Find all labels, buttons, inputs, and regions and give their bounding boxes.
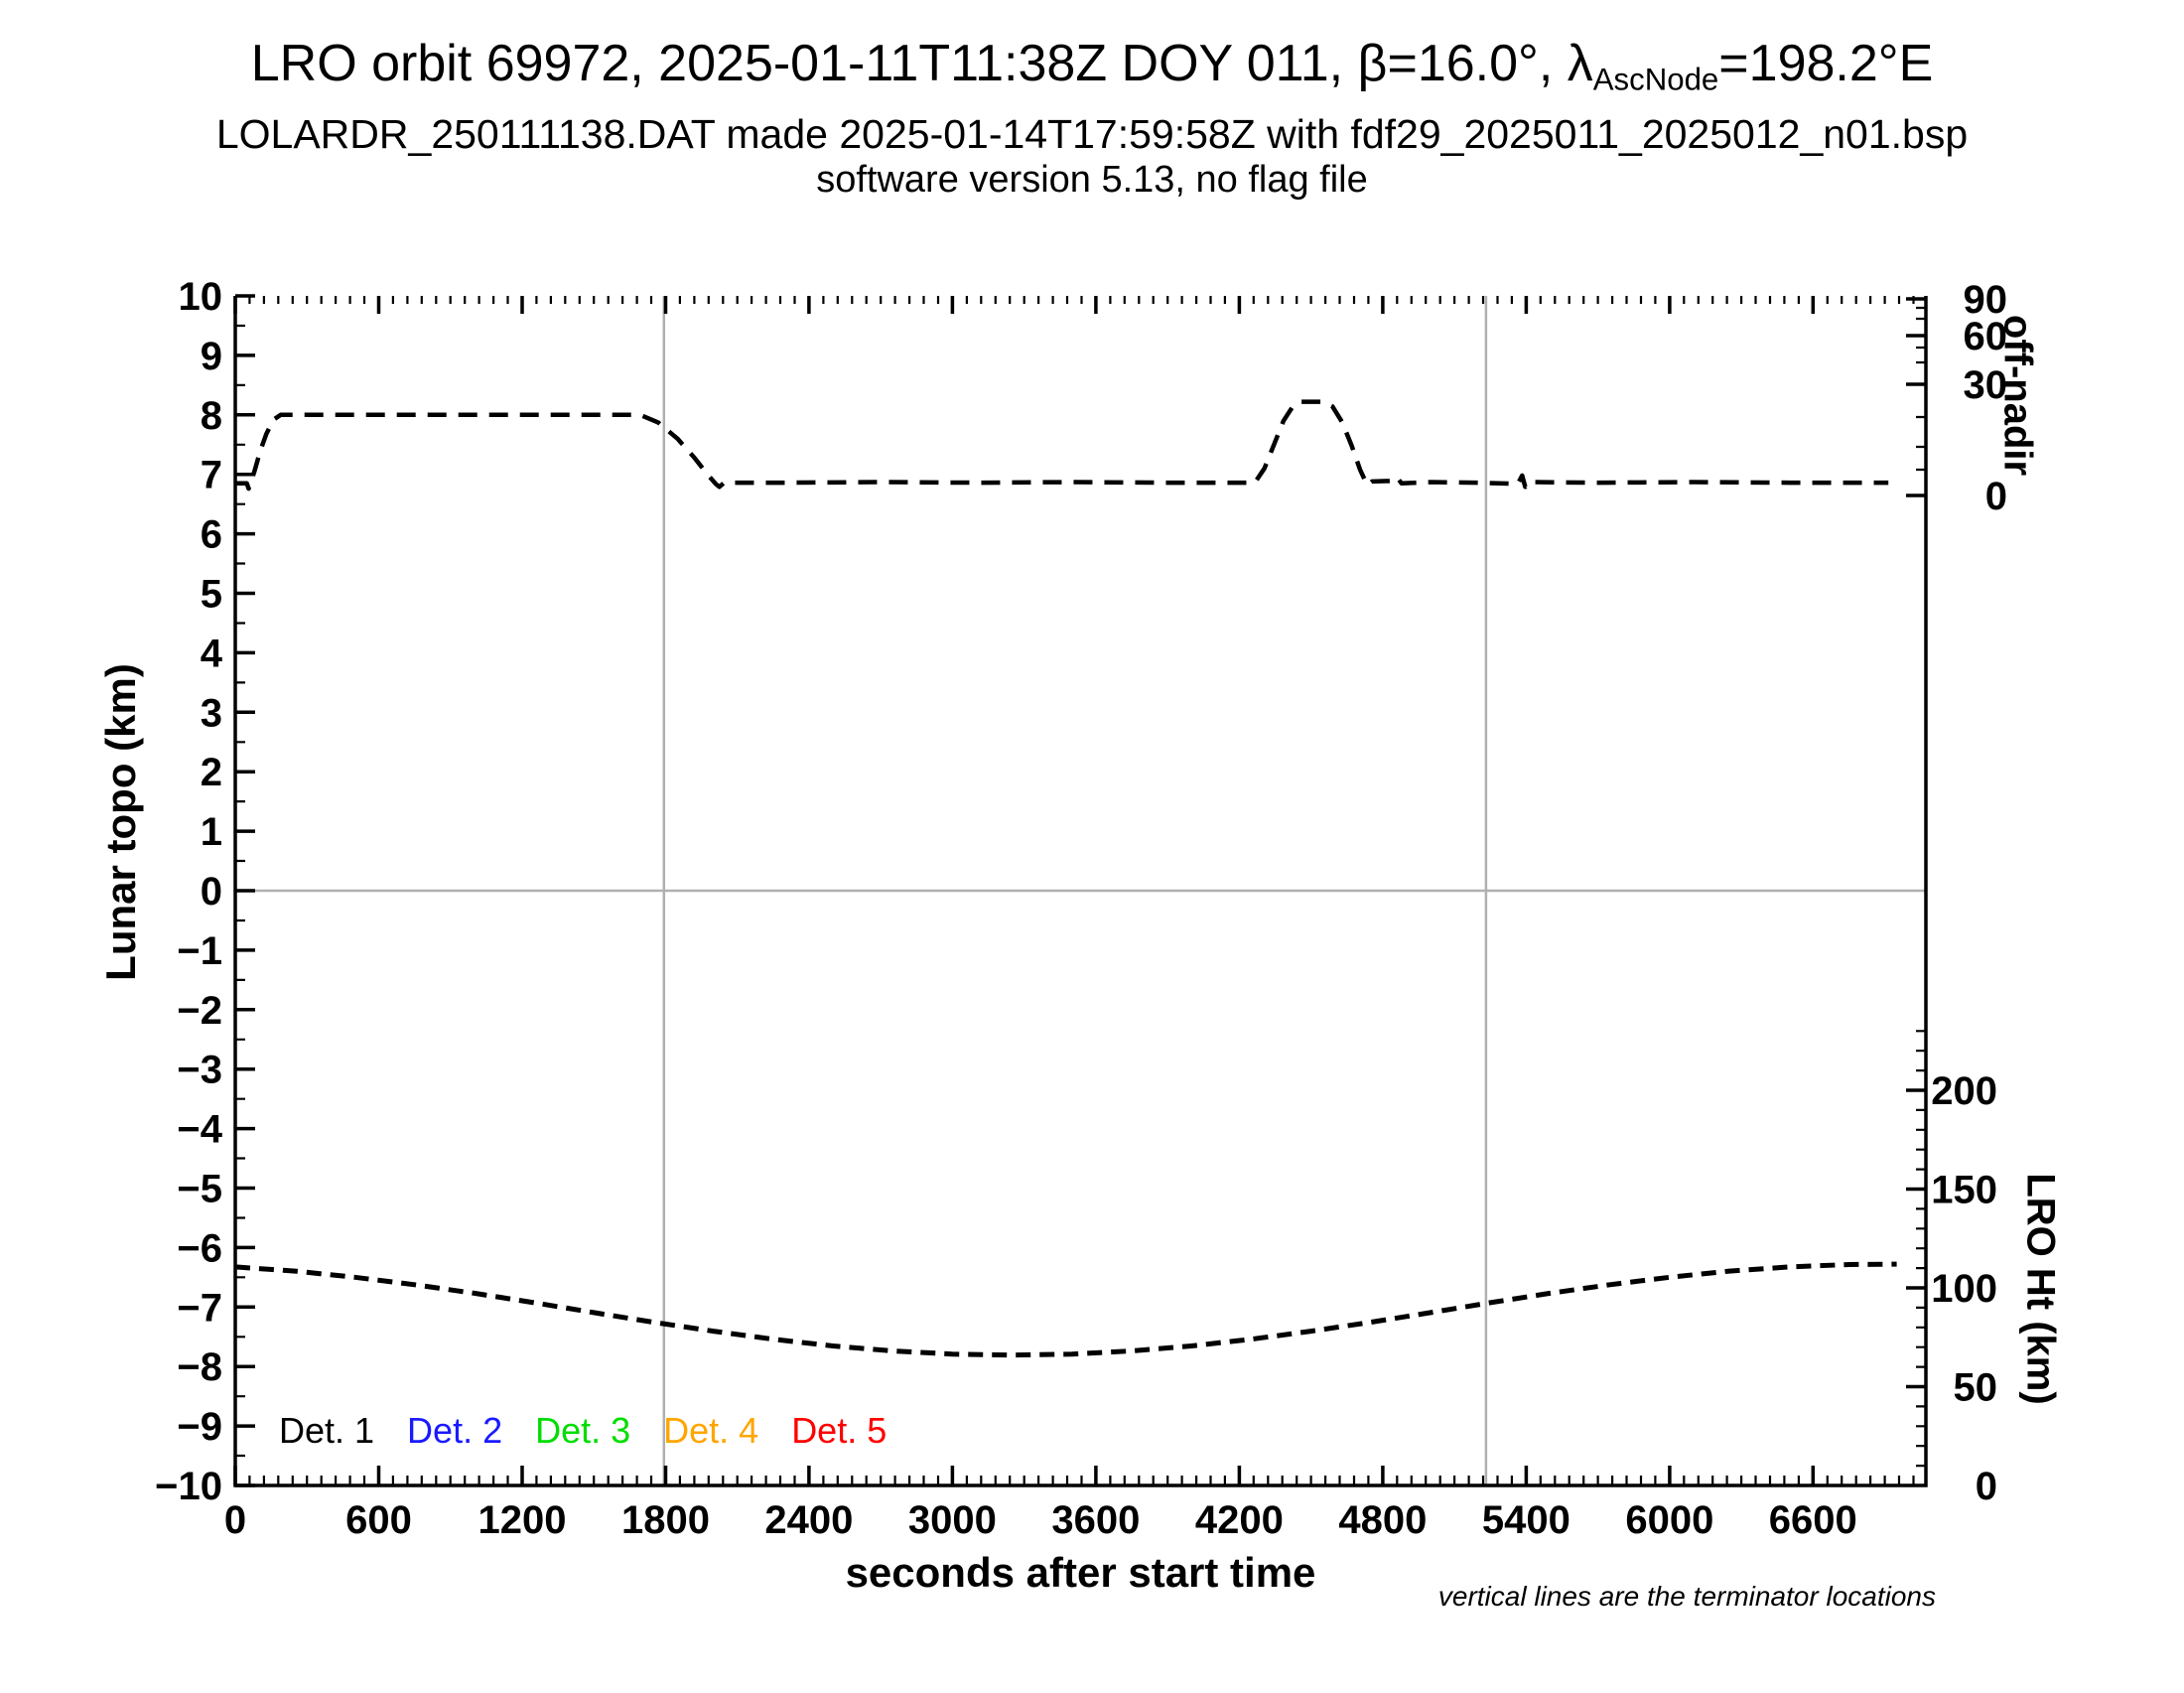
x-tick-label: 3000: [908, 1498, 997, 1542]
off-nadir-tick-label: 0: [1985, 475, 2007, 518]
left-tick-label: −2: [177, 989, 222, 1033]
left-tick-label: 9: [201, 335, 222, 378]
detector-legend: Det. 1 Det. 2 Det. 3 Det. 4 Det. 5: [279, 1410, 919, 1452]
software-version-line: software version 5.13, no flag file: [816, 159, 1368, 201]
left-tick-label: −3: [177, 1049, 222, 1092]
x-tick-label: 3600: [1051, 1498, 1140, 1542]
left-tick-label: −10: [155, 1465, 222, 1508]
lro-height-axis-title: LRO Ht (km): [2018, 1173, 2063, 1405]
off-nadir-tick-label: 30: [1964, 363, 2008, 407]
x-tick-label: 600: [345, 1498, 412, 1542]
minor-ticks: [235, 296, 1926, 1485]
title-text-end: =198.2°E: [1718, 35, 1934, 92]
legend-item-det-1: Det. 1: [279, 1410, 375, 1451]
title-text: LRO orbit 69972, 2025-01-11T11:38Z DOY 0…: [250, 35, 1593, 92]
x-tick-label: 1800: [621, 1498, 710, 1542]
x-axis-title: seconds after start time: [845, 1549, 1316, 1596]
left-tick-label: −7: [177, 1286, 222, 1330]
off-nadir-axis-title: off-nadir: [1995, 314, 2040, 477]
left-tick-label: 1: [201, 810, 222, 854]
left-tick-label: −9: [177, 1405, 222, 1449]
left-tick-label: 10: [179, 275, 223, 319]
page-title: LRO orbit 69972, 2025-01-11T11:38Z DOY 0…: [0, 34, 2184, 97]
x-tick-label: 6000: [1625, 1498, 1713, 1542]
left-tick-label: −5: [177, 1168, 222, 1211]
lro-ht-tick-label: 50: [1954, 1366, 1998, 1410]
x-tick-label: 4800: [1338, 1498, 1427, 1542]
left-tick-label: 8: [201, 394, 222, 438]
left-tick-label: −4: [177, 1108, 222, 1152]
legend-item-det-5: Det. 5: [791, 1410, 887, 1451]
left-tick-label: −8: [177, 1345, 222, 1389]
major-ticks: [233, 294, 1926, 1487]
x-tick-label: 1200: [478, 1498, 567, 1542]
legend-item-det-3: Det. 3: [535, 1410, 631, 1451]
left-tick-label: 2: [201, 751, 222, 794]
lro-ht-tick-label: 100: [1931, 1267, 1997, 1311]
legend-item-det-4: Det. 4: [663, 1410, 759, 1451]
left-tick-label: 5: [201, 573, 222, 617]
left-tick-label: 7: [201, 454, 222, 497]
left-tick-label: 4: [201, 632, 223, 675]
subtitle: LOLARDR_250111138.DAT made 2025-01-14T17…: [215, 111, 1969, 157]
off-nadir-curve: [235, 399, 1889, 492]
terminator-footnote: vertical lines are the terminator locati…: [1437, 1581, 1936, 1612]
lro-ht-tick-label: 200: [1931, 1069, 1997, 1113]
x-tick-label: 0: [224, 1498, 246, 1542]
x-tick-label: 5400: [1482, 1498, 1570, 1542]
lro-ht-tick-label: 0: [1976, 1465, 1997, 1508]
left-tick-label: −6: [177, 1226, 222, 1270]
left-tick-label: 0: [201, 870, 222, 914]
off-nadir-tick-label: 90: [1964, 278, 2008, 322]
off-nadir-tick-label: 60: [1964, 315, 2008, 358]
left-tick-label: 6: [201, 513, 222, 557]
lro-ht-tick-label: 150: [1931, 1169, 1997, 1212]
left-y-axis-title: Lunar topo (km): [97, 663, 144, 981]
x-tick-label: 4200: [1195, 1498, 1284, 1542]
x-tick-label: 2400: [764, 1498, 853, 1542]
left-tick-label: −1: [177, 929, 222, 973]
legend-item-det-2: Det. 2: [407, 1410, 503, 1451]
title-subscript: AscNode: [1592, 62, 1719, 97]
x-tick-label: 6600: [1769, 1498, 1857, 1542]
left-tick-label: 3: [201, 691, 222, 735]
lro-height-curve: [234, 1261, 1897, 1358]
